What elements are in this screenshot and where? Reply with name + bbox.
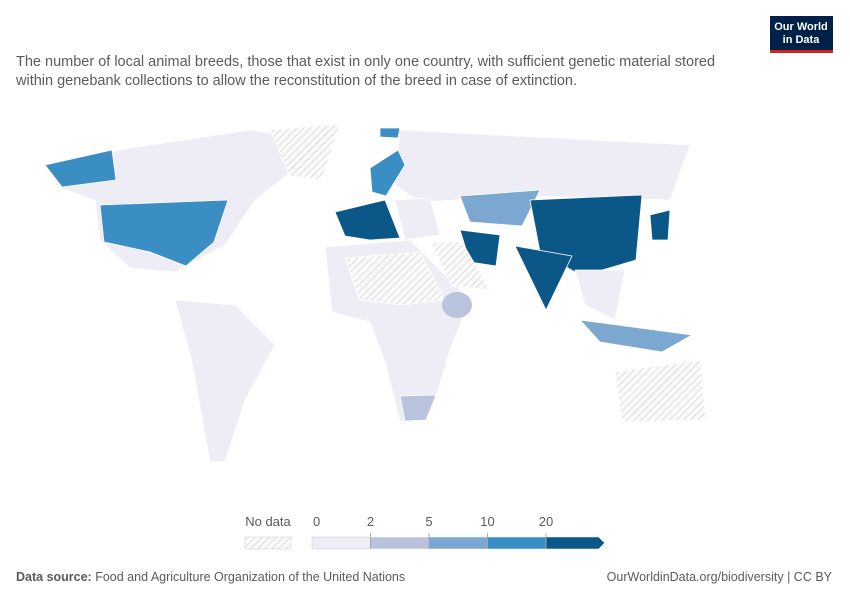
legend-tick-label: 0	[313, 514, 320, 529]
logo-text: in Data	[783, 34, 821, 46]
legend-bin	[311, 536, 371, 550]
legend-tick-label: 5	[425, 514, 432, 529]
world-map	[44, 123, 707, 463]
legend-no-data-label: No data	[245, 514, 291, 529]
logo-text: Our World	[774, 21, 828, 33]
source: Data source: Food and Agriculture Organi…	[16, 570, 405, 584]
legend: 0 2 5 10 20	[311, 514, 605, 550]
logo	[770, 16, 833, 50]
source-label: Data source:	[16, 570, 92, 584]
legend-tick-label: 20	[539, 514, 553, 529]
legend-bin	[370, 536, 430, 550]
source-text: Food and Agriculture Organization of the…	[95, 570, 405, 584]
legend-bin	[428, 536, 488, 550]
legend-bin	[545, 536, 605, 550]
legend-no-data-swatch	[244, 536, 292, 550]
legend-tick-label: 2	[367, 514, 374, 529]
source-url: OurWorldinData.org/biodiversity | CC BY	[607, 570, 833, 584]
subtitle: within genebank collections to allow the…	[15, 73, 577, 89]
subtitle: The number of local animal breeds, those…	[16, 54, 715, 70]
logo-underline	[770, 50, 833, 53]
legend-tick-label: 10	[480, 514, 494, 529]
legend-bin	[487, 536, 547, 550]
